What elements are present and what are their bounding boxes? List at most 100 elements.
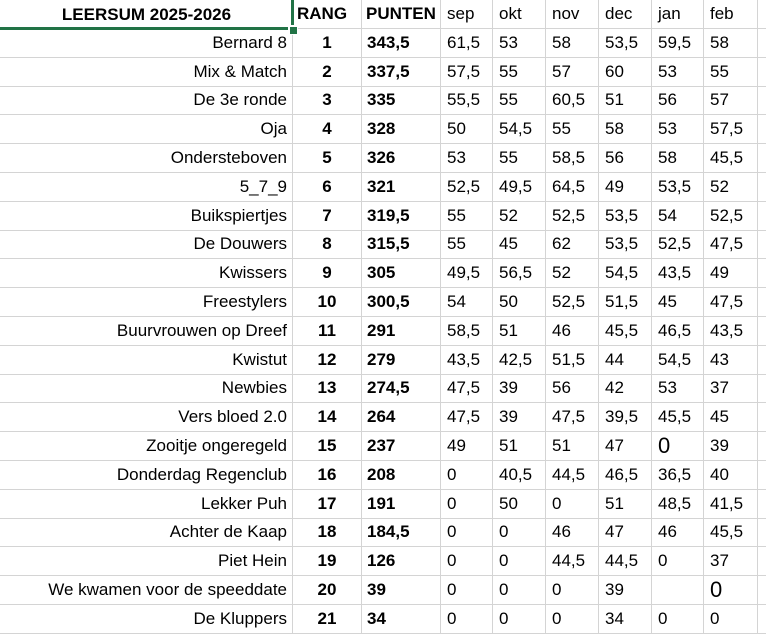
cell-rang[interactable]: 19 — [293, 547, 362, 577]
cell-nov[interactable]: 44,5 — [546, 460, 599, 490]
cell-okt[interactable]: 42,5 — [493, 345, 546, 375]
cell-nov[interactable]: 51,5 — [546, 345, 599, 375]
cell-nov[interactable]: 60,5 — [546, 86, 599, 116]
cell-sep[interactable]: 47,5 — [441, 374, 493, 404]
cell-feb[interactable]: 0 — [704, 604, 758, 634]
cell-sep[interactable]: 58,5 — [441, 316, 493, 346]
cell-okt[interactable]: 50 — [493, 288, 546, 317]
cell-sep[interactable]: 50 — [441, 115, 493, 145]
cell-jan[interactable]: 46,5 — [652, 316, 704, 346]
partial-column-cell[interactable] — [758, 0, 766, 29]
cell-dec[interactable]: 56 — [599, 144, 652, 173]
cell-rang[interactable]: 18 — [293, 518, 362, 548]
cell-rang[interactable]: 5 — [293, 144, 362, 173]
cell-dec[interactable]: 51 — [599, 86, 652, 116]
cell-punten[interactable]: 279 — [362, 345, 441, 375]
partial-column-cell[interactable] — [758, 202, 766, 231]
cell-team-name[interactable]: Buikspiertjes — [0, 201, 293, 231]
cell-feb[interactable]: 52,5 — [704, 201, 758, 231]
cell-okt[interactable]: 49,5 — [493, 172, 546, 202]
cell-feb[interactable]: 41,5 — [704, 489, 758, 519]
sheet-title-cell[interactable]: LEERSUM 2025-2026 — [0, 0, 293, 29]
cell-team-name[interactable]: Donderdag Regenclub — [0, 460, 293, 490]
cell-dec[interactable]: 51,5 — [599, 288, 652, 317]
cell-nov[interactable]: 52,5 — [546, 201, 599, 231]
cell-rang[interactable]: 17 — [293, 489, 362, 519]
cell-rang[interactable]: 9 — [293, 259, 362, 289]
cell-team-name[interactable]: Buurvrouwen op Dreef — [0, 316, 293, 346]
cell-okt[interactable]: 45 — [493, 230, 546, 260]
partial-column-cell[interactable] — [758, 58, 766, 87]
cell-punten[interactable]: 326 — [362, 144, 441, 173]
cell-okt[interactable]: 40,5 — [493, 460, 546, 490]
cell-punten[interactable]: 39 — [362, 576, 441, 605]
cell-dec[interactable]: 60 — [599, 57, 652, 87]
cell-sep[interactable]: 52,5 — [441, 172, 493, 202]
partial-column-cell[interactable] — [758, 432, 766, 461]
partial-column-cell[interactable] — [758, 317, 766, 346]
cell-punten[interactable]: 126 — [362, 547, 441, 577]
cell-nov[interactable]: 51 — [546, 432, 599, 461]
cell-okt[interactable]: 51 — [493, 432, 546, 461]
cell-feb[interactable]: 43 — [704, 345, 758, 375]
cell-jan[interactable]: 52,5 — [652, 230, 704, 260]
fill-handle[interactable] — [289, 26, 298, 35]
cell-punten[interactable]: 191 — [362, 489, 441, 519]
cell-okt[interactable]: 0 — [493, 604, 546, 634]
cell-nov[interactable]: 0 — [546, 604, 599, 634]
cell-nov[interactable]: 44,5 — [546, 547, 599, 577]
partial-column-cell[interactable] — [758, 547, 766, 577]
column-header-nov[interactable]: nov — [546, 0, 599, 29]
cell-rang[interactable]: 1 — [293, 29, 362, 58]
cell-rang[interactable]: 4 — [293, 115, 362, 145]
cell-jan[interactable]: 48,5 — [652, 489, 704, 519]
column-header-dec[interactable]: dec — [599, 0, 652, 29]
cell-nov[interactable]: 52,5 — [546, 288, 599, 317]
cell-team-name[interactable]: De Douwers — [0, 230, 293, 260]
partial-column-cell[interactable] — [758, 115, 766, 145]
cell-punten[interactable]: 184,5 — [362, 518, 441, 548]
cell-feb[interactable]: 40 — [704, 460, 758, 490]
cell-punten[interactable]: 343,5 — [362, 29, 441, 58]
cell-okt[interactable]: 50 — [493, 489, 546, 519]
cell-feb[interactable]: 45,5 — [704, 144, 758, 173]
cell-punten[interactable]: 305 — [362, 259, 441, 289]
partial-column-cell[interactable] — [758, 288, 766, 317]
cell-team-name[interactable]: Zooitje ongeregeld — [0, 432, 293, 461]
cell-rang[interactable]: 11 — [293, 316, 362, 346]
cell-sep[interactable]: 55,5 — [441, 86, 493, 116]
cell-nov[interactable]: 58,5 — [546, 144, 599, 173]
cell-punten[interactable]: 274,5 — [362, 374, 441, 404]
cell-sep[interactable]: 0 — [441, 489, 493, 519]
cell-team-name[interactable]: 5_7_9 — [0, 172, 293, 202]
cell-feb[interactable]: 58 — [704, 29, 758, 58]
partial-column-cell[interactable] — [758, 605, 766, 634]
cell-okt[interactable]: 55 — [493, 144, 546, 173]
cell-nov[interactable]: 58 — [546, 29, 599, 58]
column-header-sep[interactable]: sep — [441, 0, 493, 29]
cell-team-name[interactable]: Vers bloed 2.0 — [0, 403, 293, 433]
partial-column-cell[interactable] — [758, 576, 766, 605]
cell-rang[interactable]: 2 — [293, 57, 362, 87]
cell-team-name[interactable]: Ondersteboven — [0, 144, 293, 173]
cell-feb[interactable]: 57,5 — [704, 115, 758, 145]
cell-jan[interactable]: 45 — [652, 288, 704, 317]
column-header-okt[interactable]: okt — [493, 0, 546, 29]
cell-nov[interactable]: 46 — [546, 316, 599, 346]
cell-nov[interactable]: 64,5 — [546, 172, 599, 202]
cell-sep[interactable]: 55 — [441, 201, 493, 231]
cell-punten[interactable]: 208 — [362, 460, 441, 490]
cell-jan[interactable]: 36,5 — [652, 460, 704, 490]
cell-sep[interactable]: 0 — [441, 576, 493, 605]
cell-rang[interactable]: 16 — [293, 460, 362, 490]
cell-jan[interactable]: 0 — [652, 547, 704, 577]
cell-team-name[interactable]: De Kluppers — [0, 604, 293, 634]
cell-punten[interactable]: 337,5 — [362, 57, 441, 87]
cell-sep[interactable]: 49,5 — [441, 259, 493, 289]
cell-rang[interactable]: 7 — [293, 201, 362, 231]
cell-team-name[interactable]: Newbies — [0, 374, 293, 404]
cell-feb[interactable]: 43,5 — [704, 316, 758, 346]
cell-jan[interactable]: 53 — [652, 57, 704, 87]
cell-team-name[interactable]: Achter de Kaap — [0, 518, 293, 548]
cell-punten[interactable]: 264 — [362, 403, 441, 433]
